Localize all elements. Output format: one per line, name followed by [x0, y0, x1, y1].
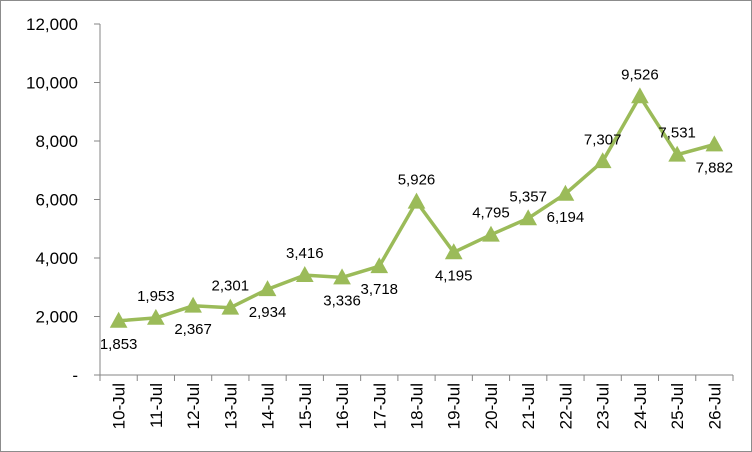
x-axis-ticks: 10-Jul 11-Jul 12-Jul 13-Jul 14-Jul 15-Jul 16-J… — [99, 375, 734, 429]
data-point-marker — [258, 280, 277, 297]
x-tick-label: 23-Jul — [594, 383, 613, 429]
x-tick-label: 13-Jul — [221, 383, 240, 429]
y-tick-label: 10,000 — [26, 74, 78, 93]
data-label: 2,301 — [212, 278, 250, 295]
data-label: 3,416 — [286, 245, 324, 262]
data-point-marker — [295, 266, 314, 282]
data-label: 7,882 — [696, 159, 734, 176]
y-tick-label: 12,000 — [26, 15, 78, 34]
y-axis-ticks: - 2,000 4,000 6,000 8,000 10,000 12,000 — [26, 15, 100, 385]
data-point-marker — [482, 225, 500, 242]
data-point-marker — [556, 184, 575, 201]
data-label: 9,526 — [621, 66, 659, 83]
data-point-marker — [147, 308, 165, 325]
y-tick-label: 2,000 — [35, 308, 78, 327]
data-label: 4,795 — [472, 205, 510, 222]
x-tick-label: 21-Jul — [519, 383, 538, 429]
y-tick-label: 6,000 — [35, 191, 78, 210]
data-point-marker — [184, 296, 202, 313]
x-tick-label: 12-Jul — [184, 383, 203, 429]
data-label: 6,194 — [547, 209, 585, 226]
series-line-path — [118, 94, 715, 323]
series-line — [118, 94, 715, 323]
x-tick-label: 19-Jul — [445, 383, 464, 429]
x-tick-label: 26-Jul — [705, 383, 724, 429]
data-point-marker — [221, 298, 240, 315]
x-tick-label: 16-Jul — [333, 383, 352, 429]
data-label: 3,718 — [360, 281, 398, 298]
data-label: 1,853 — [100, 336, 138, 353]
x-tick-label: 20-Jul — [482, 383, 501, 429]
x-tick-label: 18-Jul — [408, 383, 427, 429]
data-labels: 1,853 1,953 2,367 2,301 2,934 3,416 3,3363,718… — [100, 66, 733, 352]
data-point-marker — [333, 268, 351, 285]
data-label: 5,926 — [398, 172, 436, 189]
data-point-marker — [109, 311, 128, 328]
data-label: 7,307 — [584, 131, 622, 148]
x-tick-label: 15-Jul — [296, 383, 315, 429]
y-tick-label: - — [72, 366, 78, 385]
x-tick-label: 17-Jul — [370, 383, 389, 429]
y-tick-label: 4,000 — [35, 249, 78, 268]
data-point-marker — [407, 192, 426, 209]
data-point-marker — [668, 145, 686, 162]
data-point-marker — [705, 135, 724, 152]
data-point-marker — [631, 87, 649, 104]
data-label: 3,336 — [323, 292, 361, 309]
x-tick-label: 22-Jul — [556, 383, 575, 429]
data-point-marker — [444, 243, 463, 260]
x-tick-label: 11-Jul — [147, 383, 166, 428]
data-point-marker — [519, 209, 538, 226]
data-point-marker — [593, 152, 612, 169]
data-label: 7,531 — [658, 125, 696, 142]
x-tick-label: 10-Jul — [110, 383, 129, 429]
data-point-marker — [370, 257, 389, 274]
x-tick-label: 24-Jul — [631, 383, 650, 429]
data-label: 2,367 — [174, 321, 212, 338]
data-label: 5,357 — [509, 188, 547, 205]
data-label: 2,934 — [249, 304, 287, 321]
data-label: 1,953 — [137, 288, 175, 305]
x-tick-label: 25-Jul — [668, 383, 687, 429]
y-tick-label: 8,000 — [35, 132, 78, 151]
x-tick-label: 14-Jul — [259, 383, 278, 429]
data-label: 4,195 — [435, 267, 473, 284]
series-markers — [109, 87, 724, 328]
